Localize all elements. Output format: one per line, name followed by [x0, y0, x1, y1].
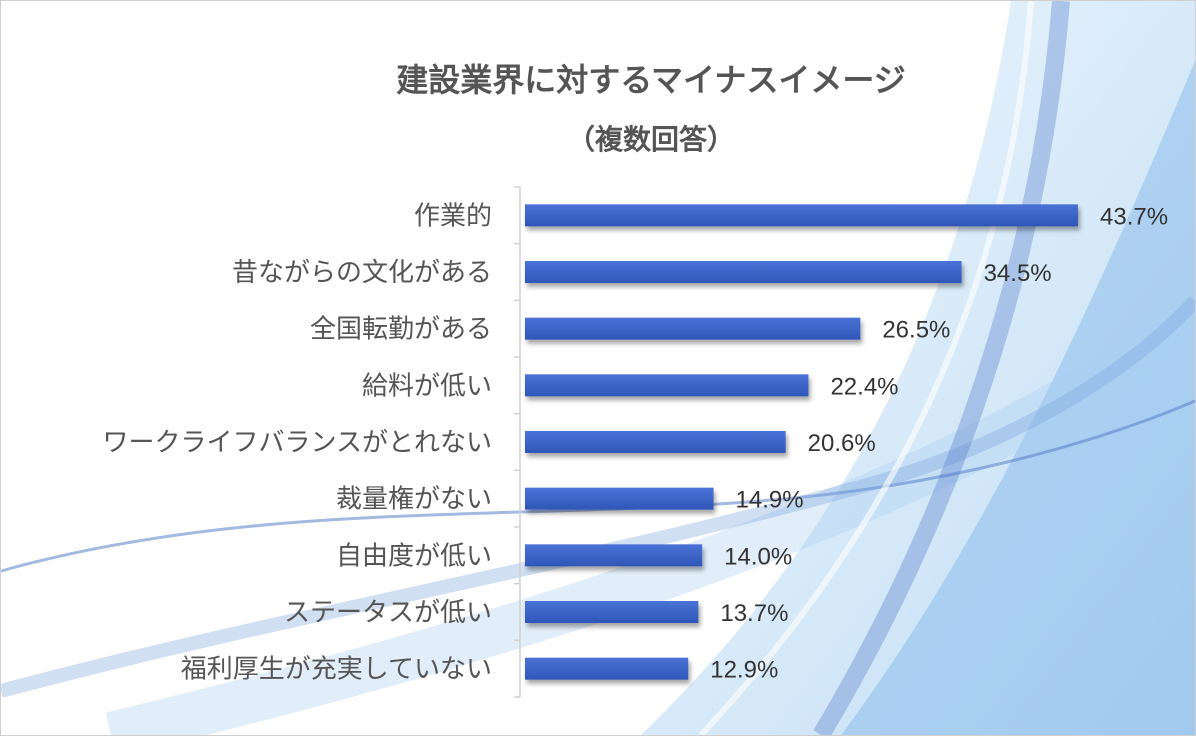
bar — [525, 317, 861, 340]
category-axis — [514, 186, 521, 698]
value-label: 12.9% — [710, 657, 778, 684]
value-label: 14.9% — [736, 487, 804, 514]
category-label: ステータスが低い — [284, 598, 492, 628]
category-labels: 作業的昔ながらの文化がある全国転勤がある給料が低いワークライフバランスがとれない… — [103, 201, 492, 684]
bar — [525, 544, 703, 567]
category-label: 作業的 — [414, 201, 492, 231]
value-labels: 43.7% 34.5% 26.5% 22.4% 20.6% 14.9% 14.0% 13.7%… — [710, 203, 1168, 683]
value-label: 34.5% — [984, 260, 1052, 287]
bar — [525, 487, 714, 510]
category-label: ワークライフバランスがとれない — [103, 428, 492, 458]
category-label: 全国転勤がある — [310, 315, 492, 345]
value-label: 22.4% — [830, 373, 898, 400]
chart-title: 建設業界に対するマイナスイメージ — [396, 61, 905, 99]
category-label: 給料が低い — [362, 371, 492, 401]
value-label: 14.0% — [724, 543, 792, 570]
value-label: 20.6% — [808, 430, 876, 457]
bar — [525, 601, 699, 623]
bars-group — [525, 204, 1078, 680]
bar — [525, 657, 689, 680]
bar — [525, 431, 786, 453]
bar — [525, 374, 809, 397]
bar — [525, 261, 962, 283]
value-label: 26.5% — [882, 317, 950, 344]
value-label: 13.7% — [720, 600, 788, 627]
category-label: 自由度が低い — [336, 541, 492, 571]
bar — [525, 204, 1078, 227]
category-label: 福利厚生が充実していない — [181, 655, 492, 685]
category-label: 裁量権がない — [336, 485, 492, 515]
category-label: 昔ながらの文化がある — [232, 258, 492, 288]
chart-subtitle: （複数回答） — [567, 123, 735, 156]
value-label: 43.7% — [1100, 203, 1168, 230]
